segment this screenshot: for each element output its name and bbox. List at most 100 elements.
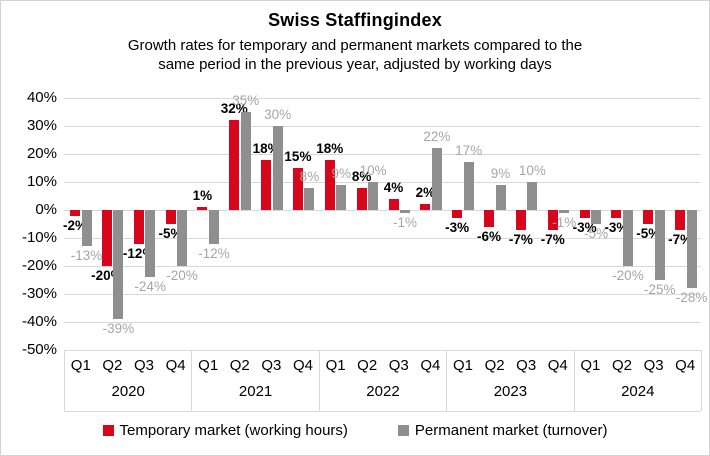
axis-year-group-2024: Q1 Q2 Q3 Q4 2024: [573, 350, 701, 411]
quarter-labels-2024: Q1 Q2 Q3 Q4: [575, 355, 701, 377]
legend-item-temporary: Temporary market (working hours): [102, 422, 348, 439]
x-tick-2021-Q2: Q2: [229, 357, 250, 374]
chart-subtitle: Growth rates for temporary and permanent…: [1, 36, 709, 74]
bar-label-permanent-2020-Q3: -24%: [134, 279, 166, 295]
bar-temporary-2022-Q1: [324, 159, 335, 210]
chart-subtitle-line-1: Growth rates for temporary and permanent…: [127, 37, 583, 54]
y-axis-tick--40%: -40%: [21, 313, 57, 330]
bar-permanent-2021-Q4: [304, 187, 315, 210]
bar-temporary-2021-Q2: [229, 120, 240, 210]
x-tick-2021-Q1: Q1: [198, 357, 219, 374]
bar-permanent-2020-Q4: [177, 210, 188, 266]
bar-temporary-2023-Q1: [452, 210, 463, 219]
bar-permanent-2023-Q1: [463, 162, 474, 210]
bar-temporary-2021-Q3: [261, 159, 272, 210]
x-tick-2020-Q3: Q3: [133, 357, 154, 374]
x-axis-year-2021: 2021: [238, 383, 273, 400]
quarter-labels-2021: Q1 Q2 Q3 Q4: [192, 355, 318, 377]
bar-temporary-2022-Q3: [388, 198, 399, 210]
bar-temporary-2023-Q4: [547, 210, 558, 230]
bar-permanent-2024-Q2: [622, 210, 633, 266]
bar-label-temporary-2022-Q1: 18%: [316, 140, 344, 156]
x-tick-2022-Q4: Q4: [420, 357, 441, 374]
x-tick-2024-Q2: Q2: [611, 357, 632, 374]
bar-label-permanent-2020-Q4: -20%: [166, 268, 198, 283]
bar-permanent-2024-Q3: [654, 210, 665, 280]
x-tick-2023-Q1: Q1: [452, 357, 473, 374]
bar-permanent-2020-Q1: [81, 210, 92, 247]
bar-label-permanent-2023-Q3: 10%: [518, 163, 546, 178]
bar-permanent-2023-Q4: [559, 210, 570, 213]
bar-label-temporary-2020-Q1: -2%: [62, 217, 88, 233]
bar-label-permanent-2023-Q4: -1%: [552, 214, 577, 230]
chart-subtitle-line-2: same period in the previous year, adjust…: [158, 56, 552, 73]
y-axis-tick-30%: 30%: [26, 117, 57, 134]
bar-label-permanent-2021-Q2: 35%: [232, 93, 260, 108]
bar-permanent-2020-Q3: [145, 210, 156, 278]
bar-temporary-2020-Q1: [70, 210, 80, 216]
bar-label-temporary-2023-Q4: -7%: [540, 231, 565, 247]
bar-label-permanent-2021-Q1: -12%: [198, 245, 230, 261]
bar-label-temporary-2021-Q4: 15%: [284, 149, 312, 164]
x-axis-year-2020: 2020: [111, 383, 145, 400]
bar-label-temporary-2023-Q3: -7%: [508, 231, 533, 247]
bar-label-permanent-2024-Q2: -20%: [612, 268, 644, 283]
bar-permanent-2021-Q2: [240, 112, 251, 210]
gridline--50%: [64, 350, 701, 351]
x-tick-2023-Q3: Q3: [516, 357, 537, 374]
bar-temporary-2024-Q3: [643, 210, 654, 224]
gridline-0%: [64, 210, 701, 211]
bar-label-permanent-2022-Q4: 22%: [423, 129, 451, 145]
x-axis-year-2024: 2024: [621, 383, 655, 400]
bar-temporary-2024-Q2: [611, 210, 622, 219]
bar-label-permanent-2020-Q1: -13%: [70, 248, 103, 264]
gridline-20%: [64, 154, 701, 155]
y-axis-tick--10%: -10%: [21, 229, 57, 246]
x-tick-2022-Q1: Q1: [325, 357, 346, 374]
bar-permanent-2022-Q2: [368, 182, 379, 210]
quarter-labels-2022: Q1 Q2 Q3 Q4: [320, 355, 446, 377]
gridline-30%: [64, 126, 701, 127]
bar-label-permanent-2020-Q2: -39%: [102, 321, 135, 337]
quarter-labels-2023: Q1 Q2 Q3 Q4: [447, 355, 573, 377]
axis-year-group-2022: Q1 Q2 Q3 Q4 2022: [318, 350, 446, 411]
bar-label-temporary-2022-Q3: 4%: [383, 179, 404, 195]
x-tick-2024-Q3: Q3: [643, 357, 664, 374]
bar-temporary-2023-Q3: [515, 210, 526, 230]
bar-label-permanent-2024-Q3: -25%: [644, 282, 676, 297]
x-tick-2022-Q2: Q2: [357, 357, 378, 374]
x-axis-year-2022: 2022: [366, 383, 400, 400]
y-axis-tick--20%: -20%: [21, 257, 57, 274]
legend-swatch-permanent-icon: [397, 425, 409, 436]
y-axis-tick-20%: 20%: [26, 145, 57, 162]
bar-label-permanent-2023-Q1: 17%: [455, 143, 483, 159]
bar-label-permanent-2024-Q4: -28%: [675, 290, 708, 306]
axis-year-group-2020: Q1 Q2 Q3 Q4 2020: [64, 350, 191, 411]
x-tick-2023-Q2: Q2: [484, 357, 505, 374]
bar-label-permanent-2023-Q2: 9%: [490, 165, 511, 181]
bar-permanent-2020-Q2: [113, 210, 124, 320]
bar-label-temporary-2020-Q4: -5%: [158, 226, 183, 241]
x-tick-2020-Q2: Q2: [102, 357, 123, 374]
bar-label-temporary-2024-Q2: -3%: [604, 220, 629, 236]
bar-label-temporary-2024-Q1: -3%: [572, 220, 597, 236]
y-axis-tick-40%: 40%: [26, 89, 57, 106]
x-tick-2020-Q1: Q1: [70, 357, 91, 374]
legend: Temporary market (working hours) Permane…: [1, 422, 709, 439]
bar-label-temporary-2023-Q1: -3%: [445, 220, 470, 236]
bar-label-temporary-2022-Q2: 8%: [351, 168, 372, 184]
gridline--40%: [64, 322, 701, 323]
bar-permanent-2022-Q3: [400, 210, 410, 213]
bar-temporary-2023-Q2: [484, 210, 495, 227]
bar-permanent-2024-Q1: [591, 210, 602, 224]
axis-year-group-2023: Q1 Q2 Q3 Q4 2023: [446, 350, 573, 411]
legend-swatch-temporary-icon: [102, 425, 114, 436]
bar-permanent-2021-Q3: [272, 126, 283, 210]
bar-label-permanent-2024-Q1: -5%: [584, 226, 609, 241]
bar-label-permanent-2022-Q1: 9%: [331, 165, 352, 181]
bar-temporary-2021-Q4: [292, 168, 303, 210]
bar-temporary-2024-Q4: [675, 210, 686, 230]
y-axis-tick-10%: 10%: [26, 173, 57, 190]
